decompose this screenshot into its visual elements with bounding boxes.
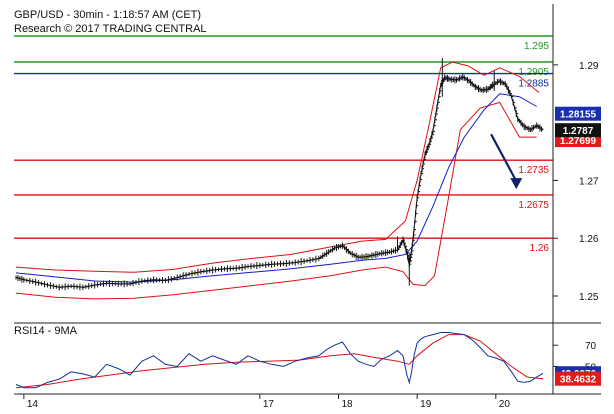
price-y-tick-label: 1.26 [579, 234, 599, 245]
bollinger-lower [15, 101, 537, 300]
bollinger-upper [15, 61, 540, 273]
bollinger-bands [15, 61, 540, 300]
level-label: 1.2905 [518, 67, 549, 78]
level-label: 1.2885 [518, 79, 549, 90]
price-badge [555, 123, 601, 138]
price-badge-label: 1.2787 [563, 126, 594, 137]
x-tick-label: 17 [263, 399, 275, 410]
level-label: 1.26 [530, 243, 550, 254]
level-label: 1.2675 [518, 200, 549, 211]
rsi-y-tick-label: 70 [585, 341, 597, 352]
rsi-badge [555, 371, 601, 386]
x-tick-label: 18 [341, 399, 353, 410]
price-series [15, 57, 544, 291]
chart-title: GBP/USD - 30min - 1:18:57 AM (CET) [14, 9, 201, 21]
rsi-ma-line [15, 334, 544, 389]
forecast-arrow-shaft [490, 133, 518, 182]
rsi-series [15, 332, 544, 389]
chart-subtitle: Research © 2017 TRADING CENTRAL [14, 23, 207, 35]
x-tick-label: 14 [27, 399, 39, 410]
level-label: 1.2735 [518, 165, 549, 176]
price-y-tick-label: 1.27 [579, 176, 599, 187]
level-label: 1.295 [524, 41, 549, 52]
forecast-arrow-head [510, 178, 523, 190]
price-badge-label: 1.27699 [560, 136, 597, 147]
axes: 1.291.271.261.2570501417181920 [23, 61, 599, 410]
chart-frame [14, 4, 601, 395]
price-badge-label: 1.28155 [560, 110, 597, 121]
rsi-line [15, 332, 544, 389]
forecast-arrow [490, 133, 523, 190]
x-tick-label: 20 [499, 399, 511, 410]
price-y-tick-label: 1.29 [579, 61, 599, 72]
price-y-tick-label: 1.25 [579, 292, 599, 303]
rsi-badge-label: 38.4632 [560, 375, 597, 386]
x-tick-label: 19 [420, 399, 432, 410]
rsi-panel-label: RSI14 - 9MA [14, 325, 78, 337]
price-badge [555, 106, 601, 121]
